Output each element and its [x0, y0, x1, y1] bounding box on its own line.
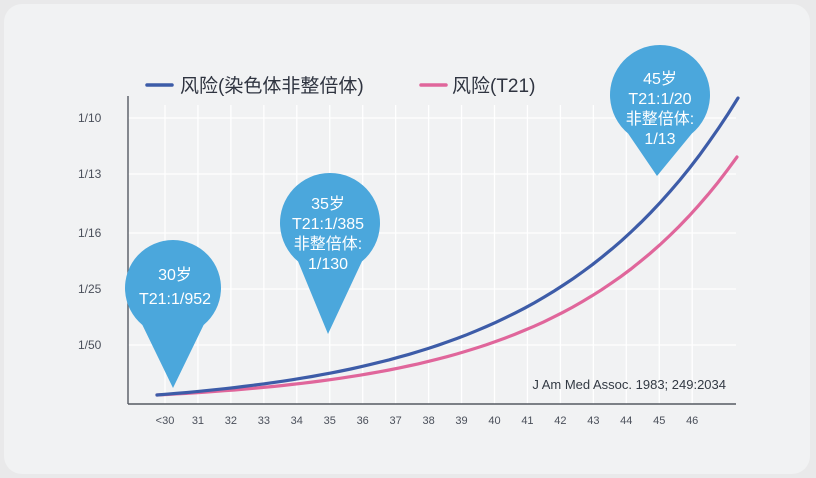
- x-tick-label: 33: [258, 415, 270, 427]
- annotation-label: 1/13: [644, 131, 675, 148]
- series-line-t21: [155, 155, 739, 397]
- annotation-label: 1/130: [308, 256, 348, 273]
- pin-marker: [280, 172, 380, 334]
- annotation-label: T21:1/385: [292, 216, 364, 233]
- x-tick-label: 32: [225, 415, 237, 427]
- annotation-pin: 35岁 T21:1/385 非整倍体: 1/130: [280, 172, 380, 334]
- annotation-label: T21:1/20: [628, 91, 691, 108]
- annotation-pin: 30岁 T21:1/952: [125, 240, 221, 388]
- x-tick-label: 36: [357, 415, 369, 427]
- annotation-label: 35岁: [311, 195, 345, 213]
- x-tick-label: 34: [291, 415, 303, 427]
- x-tick-label: 42: [554, 415, 566, 427]
- pin-marker: [609, 44, 710, 176]
- annotation-pin: 45岁 T21:1/20 非整倍体: 1/13: [609, 44, 710, 176]
- x-tick-label: 39: [455, 415, 467, 427]
- x-tick-label: 44: [620, 415, 632, 427]
- annotation-label: 非整倍体:: [294, 235, 362, 253]
- pin-marker: [125, 240, 221, 388]
- annotation-label: T21:1/952: [139, 291, 211, 308]
- y-tick-label: 1/50: [78, 338, 102, 352]
- legend-item-t21-label: 风险(T21): [452, 75, 535, 97]
- x-tick-label: 46: [686, 415, 698, 427]
- x-tick-label: 35: [324, 415, 336, 427]
- x-tick-label: 43: [587, 415, 599, 427]
- annotation-label: 非整倍体:: [626, 110, 694, 128]
- y-tick-label: 1/25: [78, 282, 102, 296]
- y-tick-label: 1/16: [78, 226, 102, 240]
- y-tick-label: 1/13: [78, 167, 102, 181]
- x-tick-label: 40: [488, 415, 500, 427]
- x-tick-label: 38: [422, 415, 434, 427]
- annotation-label: 30岁: [158, 266, 192, 284]
- x-tick-label: 31: [192, 415, 204, 427]
- y-tick-label: 1/10: [78, 111, 102, 125]
- series-line-aneuploidy: [155, 96, 740, 397]
- annotation-label: 45岁: [643, 70, 677, 88]
- x-tick-label: 45: [653, 415, 665, 427]
- source-note: J Am Med Assoc. 1983; 249:2034: [532, 377, 726, 392]
- legend-item-aneuploidy-label: 风险(染色体非整倍体): [180, 75, 364, 97]
- x-tick-label: 37: [390, 415, 402, 427]
- x-tick-label: <30: [156, 415, 175, 427]
- x-tick-label: 41: [521, 415, 533, 427]
